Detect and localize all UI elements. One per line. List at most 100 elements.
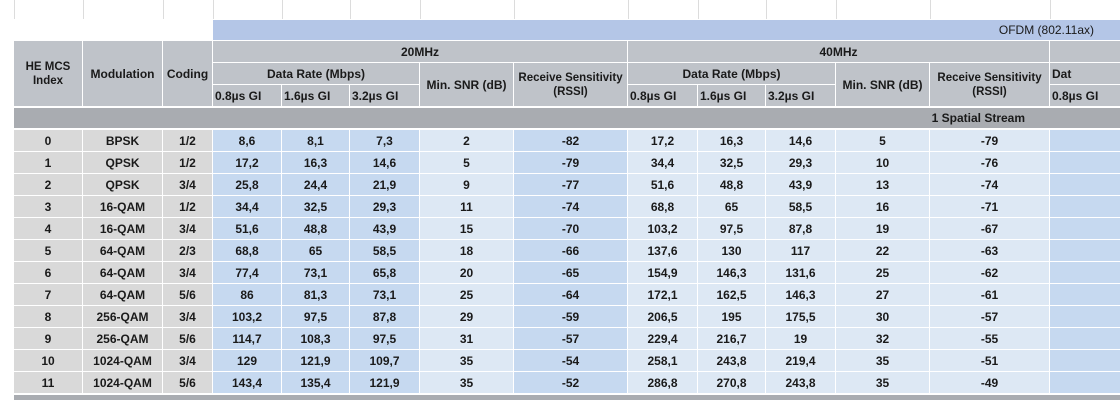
table-cell: -57 — [514, 328, 627, 349]
table-cell: 81,3 — [282, 284, 349, 305]
table-cell: 17,2 — [213, 152, 281, 173]
empty-cell — [1050, 306, 1120, 327]
table-cell: 43,9 — [766, 174, 835, 195]
table-cell: 58,5 — [350, 240, 419, 261]
table-cell: 73,1 — [282, 262, 349, 283]
table-cell: 103,2 — [213, 306, 281, 327]
sheet-gridline — [420, 0, 421, 19]
table-cell: 5/6 — [163, 328, 212, 349]
table-cell: 17,2 — [628, 130, 697, 151]
table-cell: -59 — [514, 306, 627, 327]
table-cell: 34,4 — [628, 152, 697, 173]
table-cell: 35 — [836, 350, 929, 371]
table-cell: 195 — [698, 306, 765, 327]
table-cell: -77 — [514, 174, 627, 195]
table-cell: -65 — [514, 262, 627, 283]
table-cell: 16-QAM — [83, 218, 162, 239]
table-cell: 258,1 — [628, 350, 697, 371]
table-cell: 5/6 — [163, 284, 212, 305]
table-cell: 6 — [14, 262, 82, 283]
table-cell: 103,2 — [628, 218, 697, 239]
table-cell: 121,9 — [350, 372, 419, 393]
empty-cell — [1050, 350, 1120, 371]
table-cell: 143,4 — [213, 372, 281, 393]
table-cell: 43,9 — [350, 218, 419, 239]
table-cell: 146,3 — [766, 284, 835, 305]
sheet-gridline — [163, 0, 164, 19]
table-cell: 21,9 — [350, 174, 419, 195]
table-cell: 64-QAM — [83, 262, 162, 283]
table-cell: 8,1 — [282, 130, 349, 151]
table-cell: 68,8 — [213, 240, 281, 261]
table-cell: 10 — [14, 350, 82, 371]
table-cell: 32,5 — [282, 196, 349, 217]
table-cell: 2/3 — [163, 240, 212, 261]
table-cell: 25,8 — [213, 174, 281, 195]
table-cell: 16,3 — [282, 152, 349, 173]
table-cell: 19 — [836, 218, 929, 239]
table-cell: 146,3 — [698, 262, 765, 283]
sensitivity-header: Receive Sensitivity (RSSI) — [930, 63, 1049, 106]
sheet-gridline — [83, 0, 84, 19]
table-cell: 131,6 — [766, 262, 835, 283]
table-cell: 97,5 — [698, 218, 765, 239]
table-cell: 16-QAM — [83, 196, 162, 217]
empty-cell — [1050, 174, 1120, 195]
table-cell: 51,6 — [628, 174, 697, 195]
table-cell: 0 — [14, 130, 82, 151]
empty-cell — [1050, 218, 1120, 239]
table-cell: -61 — [930, 284, 1049, 305]
table-cell: -66 — [514, 240, 627, 261]
table-cell: 2 — [420, 130, 513, 151]
table-cell: 32 — [836, 328, 929, 349]
table-cell: 1024-QAM — [83, 372, 162, 393]
table-cell: 1/2 — [163, 130, 212, 151]
empty-cell — [1050, 152, 1120, 173]
table-cell: -52 — [514, 372, 627, 393]
sheet-gridline — [836, 0, 837, 19]
table-cell: 256-QAM — [83, 306, 162, 327]
empty-cell — [1050, 130, 1120, 151]
table-cell: -76 — [930, 152, 1049, 173]
sheet-gridline — [282, 0, 283, 19]
table-cell: BPSK — [83, 130, 162, 151]
table-cell: 16 — [836, 196, 929, 217]
table-cell: 51,6 — [213, 218, 281, 239]
data-rate-header: Dat — [1050, 63, 1120, 84]
section-header: 1 Spatial Stream — [14, 108, 1120, 128]
sheet-gridline — [628, 0, 629, 19]
band-header: 40MHz — [628, 41, 1049, 62]
table-cell: 137,6 — [628, 240, 697, 261]
table-cell: -57 — [930, 306, 1049, 327]
table-cell: 216,7 — [698, 328, 765, 349]
table-cell: -74 — [514, 196, 627, 217]
table-cell: 86 — [213, 284, 281, 305]
table-cell: 31 — [420, 328, 513, 349]
table-cell: 10 — [836, 152, 929, 173]
empty-cell — [1050, 196, 1120, 217]
sheet-gridline — [14, 0, 15, 19]
table-cell: 15 — [420, 218, 513, 239]
sheet-gridline — [930, 0, 931, 19]
table-cell: 58,5 — [766, 196, 835, 217]
table-cell: QPSK — [83, 152, 162, 173]
gi-header: 0.8µs GI — [1050, 85, 1120, 106]
table-cell: 29 — [420, 306, 513, 327]
table-cell: 206,5 — [628, 306, 697, 327]
table-cell: 3/4 — [163, 174, 212, 195]
table-cell: 109,7 — [350, 350, 419, 371]
table-cell: -64 — [514, 284, 627, 305]
gi-header: 3.2µs GI — [350, 85, 419, 106]
table-cell: 117 — [766, 240, 835, 261]
table-cell: 32,5 — [698, 152, 765, 173]
table-cell: 87,8 — [350, 306, 419, 327]
table-cell: 3/4 — [163, 218, 212, 239]
table-cell: 108,3 — [282, 328, 349, 349]
table-cell: 87,8 — [766, 218, 835, 239]
table-cell: 35 — [420, 372, 513, 393]
table-cell: 18 — [420, 240, 513, 261]
snr-header: Min. SNR (dB) — [420, 63, 513, 106]
table-cell: 7,3 — [350, 130, 419, 151]
table-cell: 5 — [420, 152, 513, 173]
